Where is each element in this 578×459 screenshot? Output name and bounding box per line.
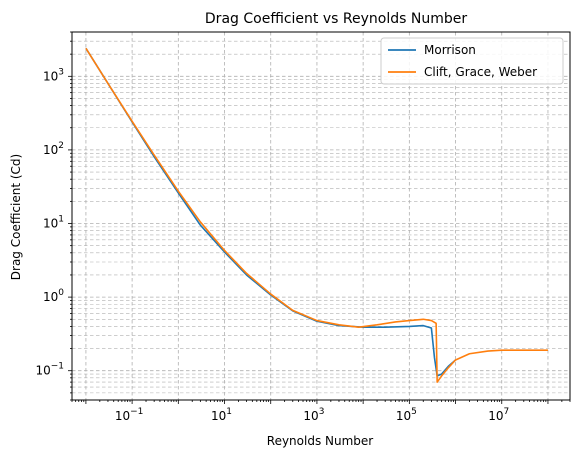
x-tick-label: 105 (396, 407, 417, 423)
y-tick-label: 103 (43, 67, 64, 83)
y-tick-label: 10−1 (35, 362, 64, 378)
chart-title: Drag Coefficient vs Reynolds Number (205, 11, 467, 27)
legend-label-morrison: Morrison (424, 43, 476, 57)
legend-box (380, 37, 564, 85)
y-axis-label: Drag Coefficient (Cd) (9, 154, 23, 280)
x-tick-label: 10−1 (115, 407, 144, 423)
x-tick-label: 103 (303, 407, 324, 423)
grid (72, 31, 570, 401)
x-tick-labels: 10−1 101 103 105 107 (115, 407, 509, 423)
x-tick-label: 101 (211, 407, 232, 423)
x-tick-label: 107 (488, 407, 509, 423)
y-tick-label: 100 (43, 288, 64, 304)
y-tick-label: 102 (43, 141, 64, 157)
ticks (68, 31, 571, 404)
plot-frame (71, 31, 571, 401)
plot-area: 10−1 101 103 105 107 10−1 100 101 102 103 (35, 31, 571, 423)
y-tick-label: 101 (43, 215, 64, 231)
x-axis-label: Reynolds Number (267, 434, 374, 448)
legend: Morrison Clift, Grace, Weber (380, 37, 564, 85)
y-tick-labels: 10−1 100 101 102 103 (35, 67, 64, 377)
series-line-clift-grace-weber (85, 47, 548, 383)
series-layer (85, 47, 548, 383)
legend-label-clift: Clift, Grace, Weber (424, 65, 537, 79)
